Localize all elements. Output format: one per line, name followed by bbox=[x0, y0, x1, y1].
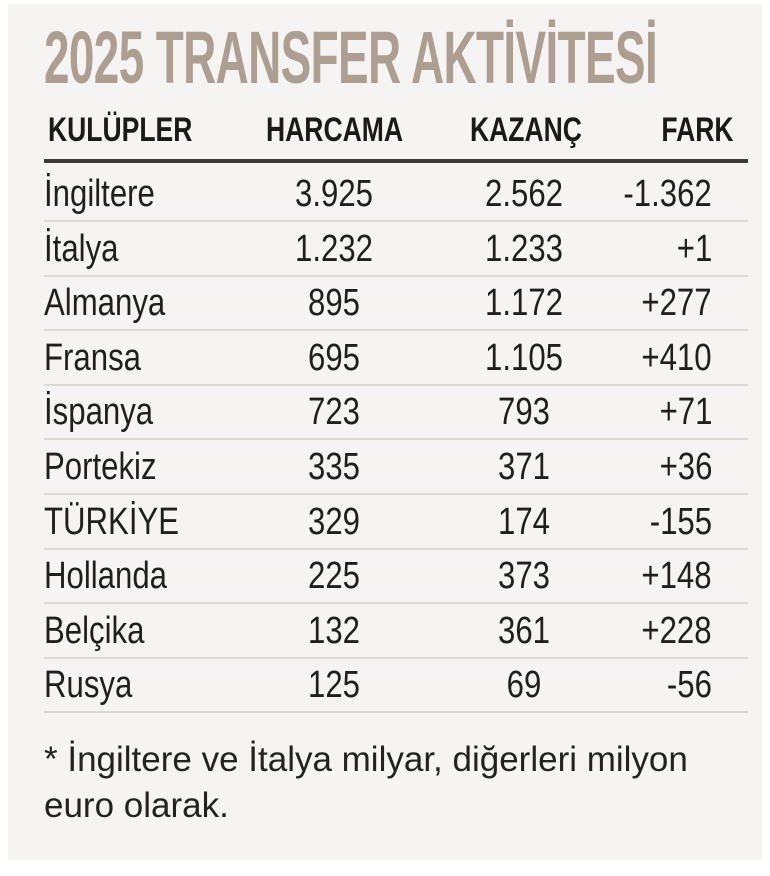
row-difference: +277 bbox=[641, 282, 712, 325]
row-spending: 335 bbox=[308, 446, 360, 488]
row-difference: +228 bbox=[641, 609, 712, 652]
row-country-cell: TÜRKİYE bbox=[44, 500, 179, 544]
row-country: Belçika bbox=[44, 609, 145, 652]
table-row: Fransa 695 1.105 +410 bbox=[44, 330, 748, 386]
row-difference-cell: +410 bbox=[642, 336, 712, 380]
row-spending: 125 bbox=[308, 664, 360, 707]
row-country-cell: İspanya bbox=[44, 390, 153, 434]
row-difference-cell: +36 bbox=[659, 445, 712, 489]
row-difference: -56 bbox=[666, 664, 712, 707]
row-country-cell: Hollanda bbox=[44, 554, 167, 598]
row-earnings: 174 bbox=[498, 500, 550, 543]
row-earnings: 1.172 bbox=[485, 282, 563, 325]
row-earnings: 1.233 bbox=[485, 227, 563, 270]
row-spending: 895 bbox=[308, 282, 360, 325]
row-country: Portekiz bbox=[44, 446, 157, 488]
row-country-cell: Portekiz bbox=[44, 445, 157, 489]
row-difference: +36 bbox=[659, 446, 712, 488]
row-country: Fransa bbox=[44, 336, 141, 379]
row-difference: +148 bbox=[641, 555, 712, 598]
table-row: İtalya 1.232 1.233 +1 bbox=[44, 221, 748, 277]
row-difference: +410 bbox=[641, 336, 712, 379]
row-country: Hollanda bbox=[44, 555, 167, 598]
row-country: TÜRKİYE bbox=[44, 500, 180, 543]
row-difference-cell: -155 bbox=[650, 500, 712, 544]
row-spending: 1.232 bbox=[295, 227, 373, 270]
row-country: Rusya bbox=[44, 664, 133, 707]
row-difference: -155 bbox=[649, 500, 712, 543]
table-row: İspanya 723 793 +71 bbox=[44, 384, 748, 441]
column-header-difference: FARK bbox=[661, 111, 734, 149]
row-spending: 695 bbox=[308, 336, 360, 379]
row-difference-cell: +277 bbox=[642, 281, 712, 325]
row-difference-cell: +71 bbox=[659, 390, 712, 434]
row-spending: 723 bbox=[308, 391, 360, 434]
row-earnings: 373 bbox=[498, 555, 550, 598]
table-row: Rusya 125 69 -56 bbox=[44, 657, 748, 714]
row-earnings: 1.105 bbox=[485, 336, 563, 379]
row-spending: 329 bbox=[308, 500, 360, 543]
row-country-cell: Rusya bbox=[44, 663, 132, 707]
table-row: İngiltere 3.925 2.562 -1.362 bbox=[44, 166, 748, 222]
table-row: Belçika 132 361 +228 bbox=[44, 603, 748, 659]
table-row: Hollanda 225 373 +148 bbox=[44, 548, 748, 605]
row-earnings: 69 bbox=[506, 664, 542, 707]
row-spending: 132 bbox=[308, 609, 360, 652]
column-header-earnings: KAZANÇ bbox=[470, 111, 582, 149]
row-difference: -1.362 bbox=[623, 173, 712, 215]
row-difference-cell: +148 bbox=[642, 554, 712, 598]
row-spending: 3.925 bbox=[295, 173, 373, 215]
column-header-clubs: KULÜPLER bbox=[48, 111, 193, 149]
row-country-cell: Belçika bbox=[44, 609, 144, 653]
row-country-cell: İtalya bbox=[44, 227, 118, 271]
table-row: TÜRKİYE 329 174 -155 bbox=[44, 494, 748, 550]
row-difference-cell: +1 bbox=[676, 227, 712, 271]
row-earnings: 793 bbox=[498, 391, 550, 434]
row-country-cell: Fransa bbox=[44, 336, 141, 380]
table-title: 2025 TRANSFER AKTİVİTESİ bbox=[44, 16, 658, 99]
row-difference: +1 bbox=[676, 227, 712, 270]
row-earnings: 2.562 bbox=[485, 173, 563, 215]
row-country: Almanya bbox=[44, 282, 166, 325]
row-difference: +71 bbox=[659, 391, 712, 434]
table-panel: 2025 TRANSFER AKTİVİTESİ KULÜPLER HARCAM… bbox=[8, 4, 762, 860]
table-row: Almanya 895 1.172 +277 bbox=[44, 275, 748, 332]
row-spending: 225 bbox=[308, 555, 360, 598]
header-rule bbox=[44, 159, 748, 163]
row-difference-cell: +228 bbox=[642, 609, 712, 653]
row-country-cell: İngiltere bbox=[44, 172, 155, 216]
row-earnings: 361 bbox=[498, 609, 550, 652]
row-country: İngiltere bbox=[44, 173, 155, 215]
row-country: İspanya bbox=[44, 391, 154, 434]
row-difference-cell: -56 bbox=[667, 663, 712, 707]
row-earnings: 371 bbox=[498, 446, 550, 488]
row-country-cell: Almanya bbox=[44, 281, 165, 325]
footnote: * İngiltere ve İtalya milyar, diğerleri … bbox=[44, 740, 688, 825]
column-header-spending: HARCAMA bbox=[266, 111, 404, 149]
row-difference-cell: -1.362 bbox=[624, 172, 712, 216]
row-country: İtalya bbox=[44, 227, 119, 270]
table-row: Portekiz 335 371 +36 bbox=[44, 439, 748, 495]
